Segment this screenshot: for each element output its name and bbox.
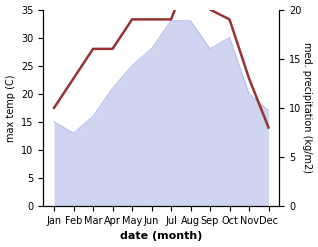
X-axis label: date (month): date (month) xyxy=(120,231,203,242)
Y-axis label: med. precipitation (kg/m2): med. precipitation (kg/m2) xyxy=(302,42,313,173)
Y-axis label: max temp (C): max temp (C) xyxy=(5,74,16,142)
